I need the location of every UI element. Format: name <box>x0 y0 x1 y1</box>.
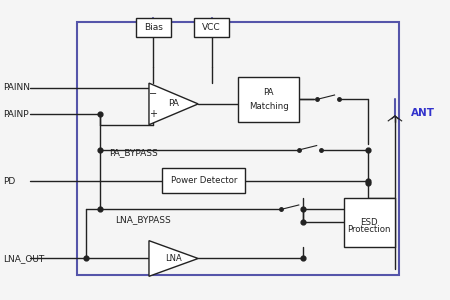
Point <box>83 256 90 261</box>
Bar <box>135 18 171 37</box>
Text: ESD: ESD <box>360 218 378 226</box>
Text: PA: PA <box>168 99 179 108</box>
Point <box>96 207 104 212</box>
Bar <box>343 198 395 247</box>
Text: PA_BYPASS: PA_BYPASS <box>109 148 158 158</box>
Text: PD: PD <box>4 177 16 186</box>
Text: PAINP: PAINP <box>4 110 29 119</box>
Point <box>300 220 307 224</box>
Text: LNA_OUT: LNA_OUT <box>4 254 45 263</box>
Point <box>96 112 104 117</box>
Point <box>96 148 104 152</box>
Text: Bias: Bias <box>144 23 163 32</box>
Point <box>364 179 372 184</box>
Point <box>300 207 307 212</box>
Text: Protection: Protection <box>347 225 391 234</box>
Text: Power Detector: Power Detector <box>171 176 237 185</box>
Point <box>364 180 372 185</box>
Text: LNA: LNA <box>165 254 182 263</box>
Bar <box>162 168 245 193</box>
Text: PAINN: PAINN <box>4 83 31 92</box>
Bar <box>194 18 230 37</box>
Bar <box>77 22 400 275</box>
Text: ANT: ANT <box>410 108 435 118</box>
Point <box>300 256 307 261</box>
Bar <box>238 77 299 122</box>
Text: +: + <box>149 109 158 119</box>
Polygon shape <box>149 83 198 125</box>
Text: VCC: VCC <box>202 23 221 32</box>
Polygon shape <box>149 241 198 276</box>
Text: LNA_BYPASS: LNA_BYPASS <box>116 215 171 224</box>
Text: Matching: Matching <box>249 102 288 111</box>
Text: PA: PA <box>263 88 274 97</box>
Text: −: − <box>149 88 158 98</box>
Point <box>364 148 372 152</box>
